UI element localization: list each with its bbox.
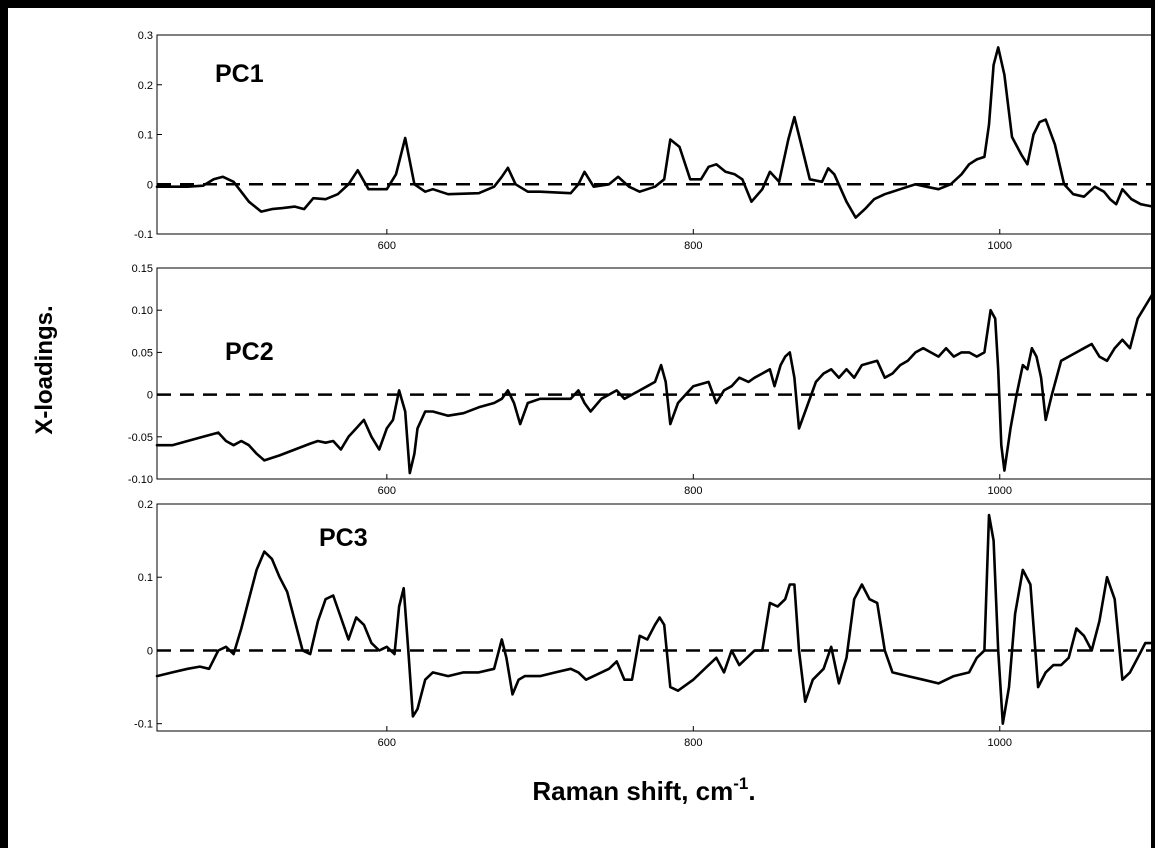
pc1-y-tick-label: 0.1 xyxy=(138,130,153,142)
pc2-loading-line xyxy=(155,292,1155,475)
pc1-panel: 0.3 0.2 0.1 0 -0.1 600 800 1000 PC1 xyxy=(134,30,1155,252)
pc1-x-tick-label: 1000 xyxy=(988,240,1012,252)
pc3-x-tick-label: 800 xyxy=(684,737,702,749)
pc3-x-tick-label: 600 xyxy=(378,737,396,749)
pc1-y-tick-label: -0.1 xyxy=(134,229,153,241)
pc1-x-tick-label: 600 xyxy=(378,240,396,252)
pc2-y-tick-label: -0.05 xyxy=(128,432,153,444)
pc3-y-tick-label: 0 xyxy=(147,645,153,657)
x-axis-label-main: Raman shift, cm xyxy=(532,776,733,806)
pc2-y-tick-label: 0.05 xyxy=(132,347,153,359)
pc3-title: PC3 xyxy=(319,524,368,552)
pc1-y-tick-label: 0.2 xyxy=(138,80,153,92)
pc2-x-tick-label: 800 xyxy=(684,485,702,497)
pc1-title: PC1 xyxy=(215,60,264,88)
pc2-y-tick-label: -0.10 xyxy=(128,474,153,486)
pc2-title: PC2 xyxy=(225,338,274,366)
pc3-y-tick-label: 0.1 xyxy=(138,572,153,584)
pc1-x-tick-label: 800 xyxy=(684,240,702,252)
x-axis-label-superscript: -1 xyxy=(733,774,748,793)
x-axis-label: Raman shift, cm-1. xyxy=(532,774,755,806)
pc1-y-tick-label: 0.3 xyxy=(138,30,153,42)
pc3-y-tick-label: -0.1 xyxy=(134,719,153,731)
pc1-loading-line xyxy=(155,46,1155,219)
pc3-loading-line xyxy=(155,513,1155,725)
pc2-y-tick-label: 0.15 xyxy=(132,263,153,275)
pc2-y-tick-label: 0 xyxy=(147,390,153,402)
pc2-x-tick-label: 1000 xyxy=(988,485,1012,497)
x-axis-label-suffix: . xyxy=(748,776,755,806)
pc3-panel: 0.2 0.1 0 -0.1 600 800 1000 PC3 xyxy=(134,499,1155,749)
y-axis-label: X-loadings. xyxy=(31,305,58,434)
pc1-y-tick-label: 0 xyxy=(147,179,153,191)
pc2-plot-frame xyxy=(156,267,1154,480)
pc3-x-tick-label: 1000 xyxy=(988,737,1012,749)
pc2-x-tick-label: 600 xyxy=(378,485,396,497)
pc2-panel: 0.15 0.10 0.05 0 -0.05 -0.10 600 800 1000 PC2 xyxy=(128,263,1155,497)
pc1-plot-frame xyxy=(156,34,1154,235)
pc3-y-tick-label: 0.2 xyxy=(138,499,153,511)
pc2-y-tick-label: 0.10 xyxy=(132,305,153,317)
pc3-plot-frame xyxy=(156,503,1154,732)
